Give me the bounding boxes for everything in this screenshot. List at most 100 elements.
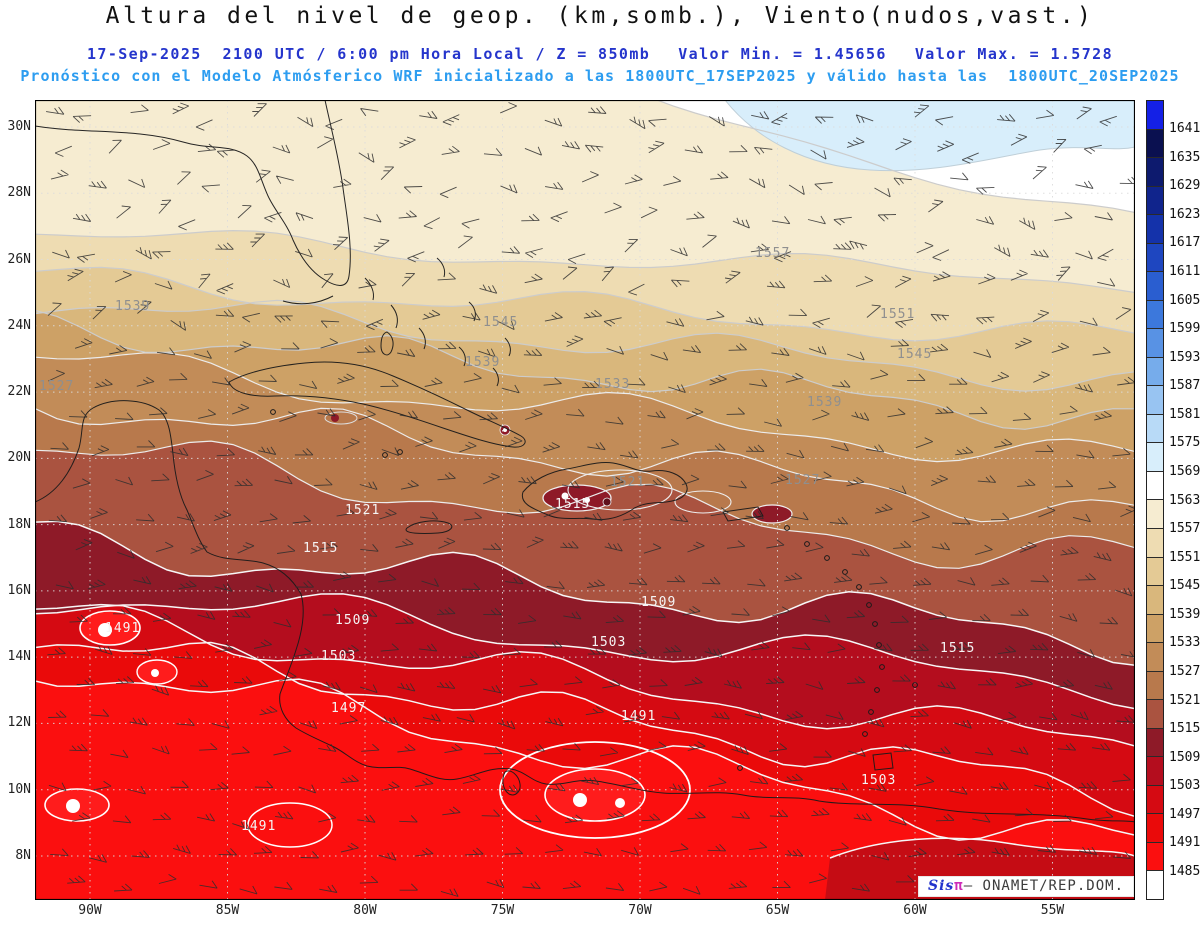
colorbar-label: 1545	[1169, 578, 1200, 594]
colorbar-segment	[1147, 585, 1163, 614]
lon-label: 90W	[78, 903, 102, 918]
colorbar-segment	[1147, 642, 1163, 671]
colorbar-segment	[1147, 101, 1163, 129]
contour-label: 1509	[335, 613, 370, 628]
colorbar-segment	[1147, 841, 1163, 871]
colorbar-label: 1635	[1169, 149, 1200, 165]
contour-label: 1503	[591, 635, 626, 650]
contour-label: 1515	[940, 641, 975, 656]
weather-map-area: 1557 1551 1545 1545 1539 1539 1539 1533 1527 1527…	[35, 100, 1135, 900]
value-max: Valor Max. = 1.5728	[914, 45, 1114, 63]
colorbar-segment	[1147, 185, 1163, 215]
watermark-source: – ONAMET/REP.DOM.	[963, 878, 1124, 894]
colorbar-label: 1509	[1169, 749, 1200, 765]
page-title: Altura del nivel de geop. (km,somb.), Vi…	[105, 3, 1095, 29]
colorbar-label: 1599	[1169, 321, 1200, 337]
colorbar-segment	[1147, 470, 1163, 500]
colorbar-segment	[1147, 413, 1163, 443]
colorbar-segment	[1147, 699, 1163, 728]
contour-label: 1491	[241, 819, 276, 834]
colorbar-label: 1629	[1169, 178, 1200, 194]
colorbar-label: 1641	[1169, 121, 1200, 137]
colorbar-label: 1503	[1169, 778, 1200, 794]
colorbar-label: 1593	[1169, 349, 1200, 365]
lat-label: 12N	[7, 715, 31, 731]
contour-label: 1527	[785, 473, 820, 488]
colorbar-label: 1623	[1169, 206, 1200, 222]
contour-label: 1551	[880, 307, 915, 322]
lon-label: 75W	[490, 903, 515, 918]
lat-label: 20N	[7, 450, 31, 466]
lat-label: 8N	[15, 847, 31, 863]
validity-line: 17-Sep-2025 2100 UTC / 6:00 pm Hora Loca…	[0, 45, 1200, 63]
colorbar-label: 1497	[1169, 806, 1200, 822]
lat-label: 10N	[7, 781, 31, 797]
colorbar-segment	[1147, 870, 1163, 899]
colorbar-label: 1557	[1169, 521, 1200, 537]
value-min: Valor Min. = 1.45656	[678, 45, 887, 63]
contour-label: 1497	[331, 701, 366, 716]
lat-label: 18N	[7, 516, 31, 532]
lon-label: 80W	[353, 903, 377, 918]
colorbar-segment	[1147, 328, 1163, 357]
contour-label: 1515	[303, 541, 338, 556]
contour-label: 1545	[897, 347, 932, 362]
colorbar-segment	[1147, 242, 1163, 272]
colorbar-label: 1617	[1169, 235, 1200, 251]
contour-label: 1539	[465, 355, 500, 370]
contour-label: 1491	[105, 621, 140, 636]
colorbar-label: 1587	[1169, 378, 1200, 394]
lat-label: 14N	[7, 649, 31, 665]
colorbar-segment	[1147, 442, 1163, 471]
contour-label: 1539	[807, 395, 842, 410]
colorbar-segment	[1147, 727, 1163, 757]
contour-label: 1521	[345, 503, 380, 518]
colorbar-segment	[1147, 784, 1163, 814]
colorbar-segment	[1147, 128, 1163, 158]
contour-label: 1557	[755, 246, 790, 261]
lon-label: 55W	[1040, 903, 1065, 918]
lon-label: 85W	[215, 903, 240, 918]
colorbar-segment	[1147, 670, 1163, 700]
lon-label: 65W	[765, 903, 790, 918]
colorbar-label: 1533	[1169, 635, 1200, 651]
colorbar-segment	[1147, 527, 1163, 557]
colorbar-segment	[1147, 271, 1163, 300]
colorbar-label: 1485	[1169, 863, 1200, 879]
lat-label: 28N	[7, 185, 31, 201]
colorbar	[1146, 100, 1164, 900]
pi-icon: π	[954, 878, 964, 894]
contour-label: 1503	[861, 773, 896, 788]
model-info-line: Pronóstico con el Modelo Atmósferico WRF…	[20, 67, 1180, 85]
geopotential-map-canvas: 1557 1551 1545 1545 1539 1539 1539 1533 1527 1527…	[35, 100, 1135, 900]
colorbar-label: 1569	[1169, 463, 1200, 479]
colorbar-segment	[1147, 499, 1163, 528]
colorbar-segment	[1147, 356, 1163, 386]
colorbar-label: 1605	[1169, 292, 1200, 308]
lat-label: 22N	[7, 384, 31, 400]
colorbar-segment	[1147, 813, 1163, 842]
contour-label: 1545	[483, 315, 518, 330]
contour-label: 1515	[555, 497, 590, 512]
contour-label: 1491	[621, 709, 656, 724]
validity-datetime: 17-Sep-2025 2100 UTC / 6:00 pm Hora Loca…	[86, 45, 651, 63]
colorbar-label: 1611	[1169, 263, 1200, 279]
colorbar-segment	[1147, 613, 1163, 643]
lat-label: 24N	[7, 317, 31, 333]
colorbar-label: 1521	[1169, 692, 1200, 708]
colorbar-label: 1491	[1169, 835, 1200, 851]
contour-label: 1503	[321, 649, 356, 664]
lat-label: 26N	[7, 251, 31, 267]
lat-label: 16N	[7, 582, 31, 598]
lon-label: 60W	[903, 903, 927, 918]
lon-label: 70W	[628, 903, 652, 918]
colorbar-segment	[1147, 299, 1163, 329]
colorbar-label: 1539	[1169, 606, 1200, 622]
contour-label: 1521	[610, 475, 645, 490]
colorbar-segment	[1147, 756, 1163, 785]
colorbar-segment	[1147, 556, 1163, 586]
colorbar-label: 1515	[1169, 721, 1200, 737]
colorbar-label: 1563	[1169, 492, 1200, 508]
contour-label: 1509	[641, 595, 676, 610]
contour-label: 1539	[115, 299, 150, 314]
